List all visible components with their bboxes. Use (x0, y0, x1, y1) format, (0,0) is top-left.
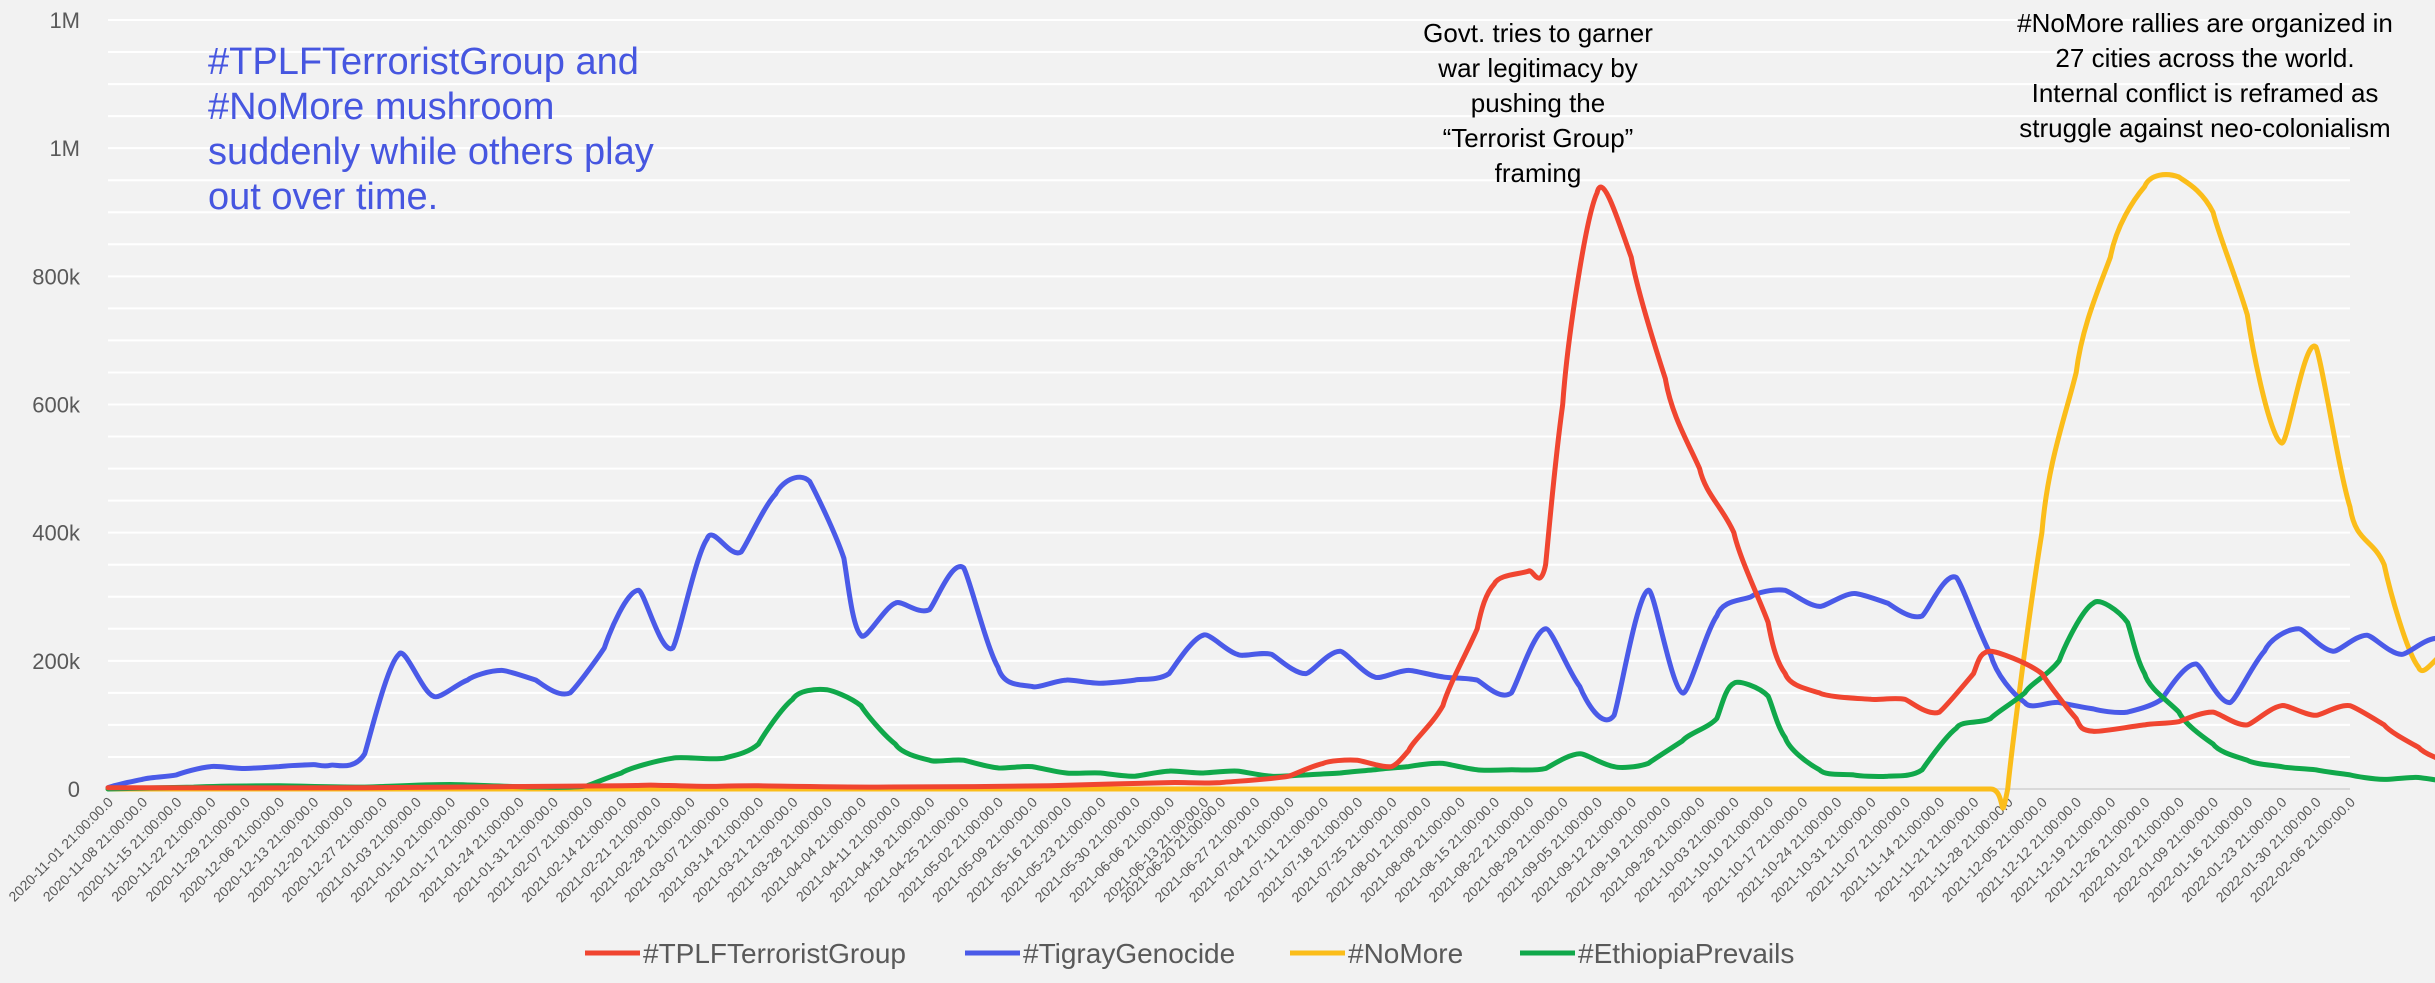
legend-label: #TigrayGenocide (1023, 938, 1235, 969)
y-tick-label: 0 (68, 777, 80, 802)
y-tick-label: 1M (49, 8, 80, 33)
legend-label: #TPLFTerroristGroup (643, 938, 906, 969)
y-tick-label: 800k (32, 264, 81, 289)
annotations: Govt. tries to garner war legitimacy by pu… (1423, 8, 2393, 188)
y-tick-label: 200k (32, 649, 81, 674)
chart-note-line: out over time. (208, 176, 438, 218)
series-line-ethiopiaprevails (105, 599, 2435, 792)
legend: #TPLFTerroristGroup #TigrayGenocide #NoMor… (585, 938, 1794, 969)
y-axis-ticks: 0 200k 400k 600k 800k 1M 1M (32, 8, 81, 802)
annotation-nomore-line: #NoMore rallies are organized in (2017, 8, 2393, 38)
chart-note-line: suddenly while others play (208, 131, 654, 173)
annotation-govt-line: framing (1495, 158, 1582, 188)
legend-label: #NoMore (1348, 938, 1463, 969)
annotation-govt-line: pushing the (1471, 88, 1605, 118)
chart-note: #TPLFTerroristGroup and#NoMore mushrooms… (208, 41, 654, 218)
annotation-nomore-line: struggle against neo-colonialism (2019, 113, 2390, 143)
grid (108, 19, 2350, 790)
y-tick-label: 400k (32, 521, 81, 546)
chart-note-line: #TPLFTerroristGroup and (208, 41, 639, 83)
annotation-govt-line: “Terrorist Group” (1443, 123, 1634, 153)
series-line-nomore (105, 172, 2435, 811)
y-tick-label: 600k (32, 393, 81, 418)
series-line-tplfterroristgroup (105, 184, 2435, 791)
legend-label: #EthiopiaPrevails (1578, 938, 1794, 969)
annotation-govt-line: war legitimacy by (1437, 53, 1637, 83)
y-tick-label: 1M (49, 136, 80, 161)
chart-note-line: #NoMore mushroom (208, 86, 554, 128)
annotation-nomore-line: 27 cities across the world. (2055, 43, 2354, 73)
annotation-govt-line: Govt. tries to garner (1423, 18, 1653, 48)
annotation-nomore-line: Internal conflict is reframed as (2032, 78, 2379, 108)
series-lines (105, 172, 2435, 811)
series-line-tigraygenocide (105, 474, 2435, 791)
